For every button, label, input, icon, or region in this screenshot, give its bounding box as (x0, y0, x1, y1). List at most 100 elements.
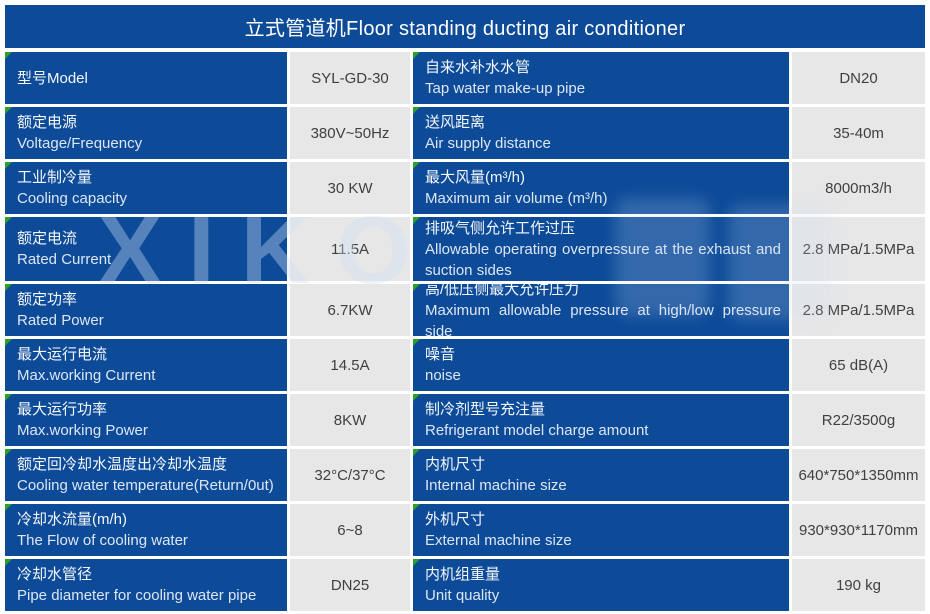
green-corner-marker-icon (5, 339, 12, 346)
spec-label-cell-right: 高/低压侧最大允许压力 Maximum allowable pressure a… (413, 284, 789, 336)
green-corner-marker-icon (413, 284, 420, 291)
green-corner-marker-icon (5, 394, 12, 401)
spec-value-cell-right: 190 kg (792, 559, 925, 611)
spec-label-en: External machine size (425, 532, 572, 549)
spec-label-en: Unit quality (425, 587, 500, 604)
spec-label-zh: 送风距离 (425, 114, 486, 131)
spec-label-zh: 额定功率 (17, 291, 78, 308)
spec-label-en: Max.working Current (17, 367, 156, 384)
green-corner-marker-icon (413, 449, 420, 456)
spec-label-cell-left: 额定电源 Voltage/Frequency (5, 107, 287, 159)
green-corner-marker-icon (5, 504, 12, 511)
spec-value-cell-right: R22/3500g (792, 394, 925, 446)
spec-label-en: noise (425, 367, 461, 384)
spec-label-cell-left: 最大运行功率 Max.working Power (5, 394, 287, 446)
spec-label-cell-right: 外机尺寸 External machine size (413, 504, 789, 556)
spec-label-en: Air supply distance (425, 135, 551, 152)
green-corner-marker-icon (5, 449, 12, 456)
spec-label-en: Pipe diameter for cooling water pipe (17, 587, 257, 604)
spec-value-cell-right: 8000m3/h (792, 162, 925, 214)
spec-label-zh: 制冷剂型号充注量 (425, 401, 546, 418)
green-corner-marker-icon (413, 394, 420, 401)
spec-value-cell-left: 380V~50Hz (290, 107, 410, 159)
page-title: 立式管道机Floor standing ducting air conditio… (244, 18, 686, 40)
spec-value-cell-right: 640*750*1350mm (792, 449, 925, 501)
spec-label-cell-right: 内机组重量 Unit quality (413, 559, 789, 611)
spec-label-en: Cooling capacity (17, 190, 128, 207)
spec-label-cell-right: 内机尺寸 Internal machine size (413, 449, 789, 501)
spec-value-cell-left: 6.7KW (290, 284, 410, 336)
spec-value-cell-right: DN20 (792, 52, 925, 104)
green-corner-marker-icon (413, 217, 420, 224)
spec-label-cell-right: 排吸气侧允许工作过压 Allowable operating overpress… (413, 217, 789, 281)
spec-label-en: Rated Power (17, 312, 104, 329)
green-corner-marker-icon (413, 559, 420, 566)
green-corner-marker-icon (5, 284, 12, 291)
spec-label-en: Max.working Power (17, 422, 148, 439)
spec-value-cell-right: 2.8 MPa/1.5MPa (792, 284, 925, 336)
spec-label-zh: 自来水补水水管 (425, 59, 531, 76)
green-corner-marker-icon (413, 52, 420, 59)
spec-label-cell-left: 冷却水流量(m/h) The Flow of cooling water (5, 504, 287, 556)
spec-value-cell-left: 8KW (290, 394, 410, 446)
spec-label-zh: 工业制冷量 (17, 169, 93, 186)
spec-value-cell-left: DN25 (290, 559, 410, 611)
green-corner-marker-icon (413, 162, 420, 169)
spec-label-cell-left: 工业制冷量 Cooling capacity (5, 162, 287, 214)
spec-value-cell-left: SYL-GD-30 (290, 52, 410, 104)
spec-label-zh: 最大运行电流 (17, 346, 108, 363)
spec-value-cell-right: 2.8 MPa/1.5MPa (792, 217, 925, 281)
spec-table: 型号Model SYL-GD-30 自来水补水水管 Tap water make… (5, 52, 925, 611)
spec-label-cell-left: 额定电流 Rated Current (5, 217, 287, 281)
spec-label-zh: 型号Model (17, 69, 88, 87)
spec-label-cell-left: 冷却水管径 Pipe diameter for cooling water pi… (5, 559, 287, 611)
spec-label-zh: 外机尺寸 (425, 511, 486, 528)
spec-label-zh: 最大风量(m³/h) (425, 169, 525, 186)
spec-label-zh: 内机尺寸 (425, 456, 486, 473)
spec-label-zh: 冷却水管径 (17, 566, 93, 583)
table-title-bar: 立式管道机Floor standing ducting air conditio… (5, 5, 925, 48)
spec-label-cell-right: 制冷剂型号充注量 Refrigerant model charge amount (413, 394, 789, 446)
spec-label-en: Cooling water temperature(Return/0ut) (17, 477, 274, 494)
green-corner-marker-icon (5, 107, 12, 114)
spec-value-cell-left: 30 KW (290, 162, 410, 214)
spec-label-cell-right: 噪音 noise (413, 339, 789, 391)
spec-label-zh: 额定电流 (17, 230, 78, 247)
spec-label-cell-right: 送风距离 Air supply distance (413, 107, 789, 159)
spec-label-en: Maximum air volume (m³/h) (425, 190, 608, 207)
spec-label-en: Refrigerant model charge amount (425, 422, 649, 439)
green-corner-marker-icon (413, 339, 420, 346)
spec-label-en: Tap water make-up pipe (425, 80, 586, 97)
spec-label-zh: 最大运行功率 (17, 401, 108, 418)
spec-label-cell-left: 额定回冷却水温度出冷却水温度 Cooling water temperature… (5, 449, 287, 501)
spec-value-cell-right: 35-40m (792, 107, 925, 159)
spec-label-zh: 高/低压侧最大允许压力 (425, 284, 580, 298)
green-corner-marker-icon (413, 504, 420, 511)
green-corner-marker-icon (413, 107, 420, 114)
spec-label-en: Internal machine size (425, 477, 567, 494)
green-corner-marker-icon (5, 52, 12, 59)
spec-value-cell-left: 14.5A (290, 339, 410, 391)
spec-label-en: Voltage/Frequency (17, 135, 143, 152)
spec-label-cell-right: 最大风量(m³/h) Maximum air volume (m³/h) (413, 162, 789, 214)
spec-label-en: The Flow of cooling water (17, 532, 188, 549)
spec-label-zh: 冷却水流量(m/h) (17, 511, 127, 528)
spec-value-cell-left: 6~8 (290, 504, 410, 556)
green-corner-marker-icon (5, 217, 12, 224)
spec-label-cell-left: 型号Model (5, 52, 287, 104)
spec-label-en: Allowable operating overpressure at the … (425, 240, 781, 279)
spec-label-en: Maximum allowable pressure at high/low p… (425, 301, 781, 337)
spec-label-cell-left: 额定功率 Rated Power (5, 284, 287, 336)
spec-label-en: Rated Current (17, 251, 112, 268)
spec-value-cell-right: 65 dB(A) (792, 339, 925, 391)
spec-label-zh: 排吸气侧允许工作过压 (425, 219, 576, 237)
spec-label-cell-right: 自来水补水水管 Tap water make-up pipe (413, 52, 789, 104)
spec-label-zh: 额定回冷却水温度出冷却水温度 (17, 456, 228, 473)
green-corner-marker-icon (5, 559, 12, 566)
spec-value-cell-right: 930*930*1170mm (792, 504, 925, 556)
spec-label-zh: 内机组重量 (425, 566, 501, 583)
spec-label-zh: 额定电源 (17, 114, 78, 131)
spec-label-cell-left: 最大运行电流 Max.working Current (5, 339, 287, 391)
spec-value-cell-left: 32°C/37°C (290, 449, 410, 501)
